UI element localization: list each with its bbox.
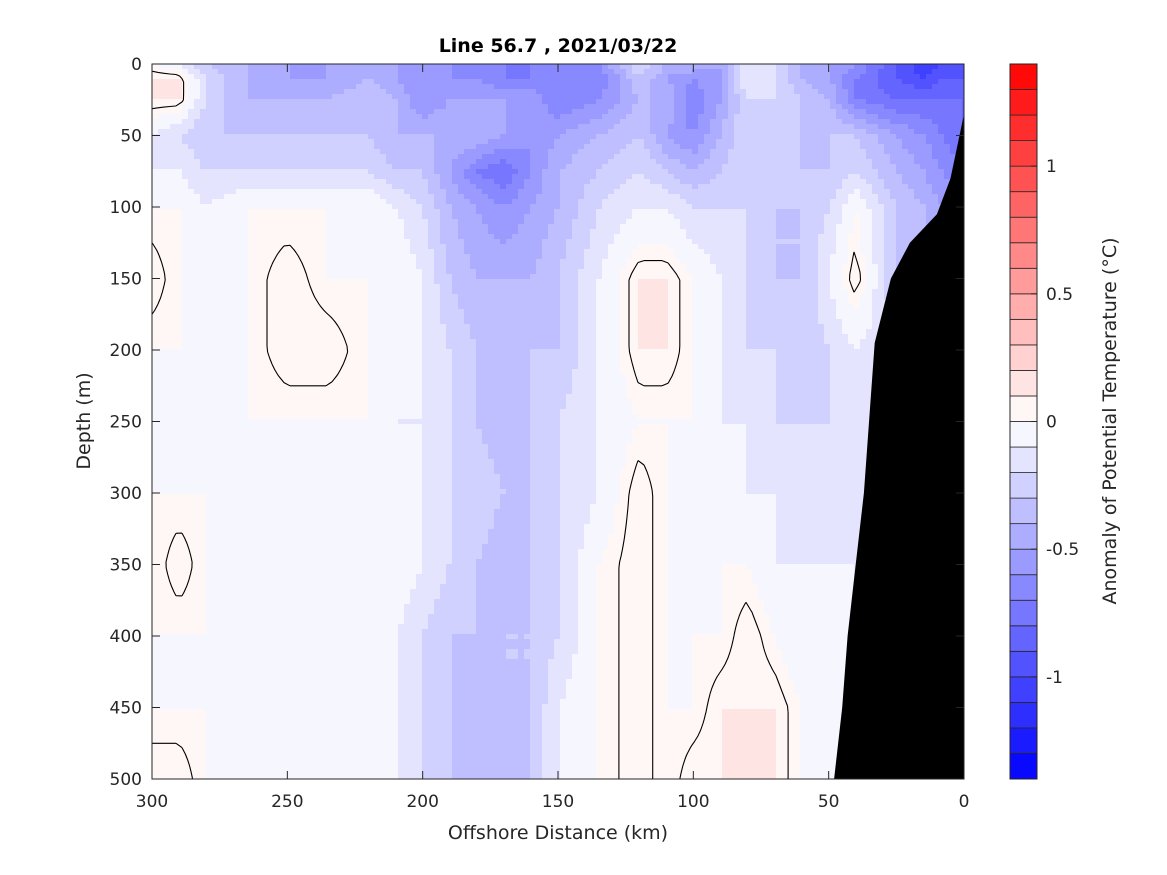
y-tick-label: 400 xyxy=(110,627,142,647)
colorbar-swatch xyxy=(1009,395,1038,422)
colorbar-swatch xyxy=(1009,727,1038,754)
colorbar-swatch xyxy=(1009,242,1038,269)
colorbar-swatch xyxy=(1009,191,1038,218)
x-axis: 300 250 200 150 100 50 0 xyxy=(136,64,970,812)
x-tick-label: 200 xyxy=(406,792,438,812)
colorbar-swatch xyxy=(1009,650,1038,678)
zero-contours xyxy=(152,70,862,779)
colorbar-swatch xyxy=(1009,140,1038,167)
x-tick-label: 100 xyxy=(677,792,709,812)
colorbar-swatch xyxy=(1009,344,1038,371)
colorbar-swatch xyxy=(1009,165,1038,193)
colorbar-tick-label: 0 xyxy=(1046,413,1057,433)
y-tick-label: 500 xyxy=(110,770,142,790)
colorbar-swatch xyxy=(1009,318,1038,346)
y-tick-label: 300 xyxy=(110,484,142,504)
zero-contour-line xyxy=(152,70,862,779)
y-tick-label: 250 xyxy=(110,413,142,433)
x-tick-label: 50 xyxy=(818,792,840,812)
y-tick-label: 50 xyxy=(120,127,142,147)
colorbar-swatch xyxy=(1009,216,1038,244)
colorbar-swatch xyxy=(1009,421,1038,448)
colorbar-swatch xyxy=(1009,701,1038,729)
colorbar-swatch xyxy=(1009,599,1038,627)
chart-title: Line 56.7 , 2021/03/22 xyxy=(439,35,678,57)
x-tick-label: 250 xyxy=(271,792,303,812)
y-tick-label: 0 xyxy=(131,55,142,75)
anomaly-field xyxy=(152,64,964,779)
x-axis-label: Offshore Distance (km) xyxy=(448,822,668,844)
colorbar-swatch xyxy=(1009,63,1038,90)
colorbar-label: Anomaly of Potential Temperature (°C) xyxy=(1099,238,1121,605)
y-tick-label: 200 xyxy=(110,341,142,361)
colorbar: -1 -0.5 0 0.5 1 xyxy=(1009,63,1079,780)
colorbar-tick-label: 0.5 xyxy=(1046,285,1073,305)
x-tick-label: 0 xyxy=(959,792,970,812)
colorbar-tick-label: 1 xyxy=(1046,157,1057,177)
y-tick-label: 150 xyxy=(110,270,142,290)
bathymetry-mask xyxy=(834,114,964,780)
colorbar-swatch xyxy=(1009,753,1038,780)
colorbar-swatch xyxy=(1009,523,1038,550)
colorbar-swatch xyxy=(1009,548,1038,576)
colorbar-tick-label: -0.5 xyxy=(1046,540,1079,560)
colorbar-swatch xyxy=(1009,89,1038,116)
colorbar-swatch xyxy=(1009,446,1038,473)
x-tick-label: 300 xyxy=(136,792,168,812)
colorbar-swatch xyxy=(1009,625,1038,652)
colorbar-swatch xyxy=(1009,676,1038,703)
colorbar-swatch xyxy=(1009,370,1038,397)
plot-area: 300 250 200 150 100 50 0 050100150200250300350… xyxy=(110,55,970,812)
colorbar-swatches xyxy=(1009,63,1038,780)
y-tick-label: 350 xyxy=(110,556,142,576)
colorbar-swatch xyxy=(1009,574,1038,601)
colorbar-ticks: -1 -0.5 0 0.5 1 xyxy=(1031,157,1079,688)
colorbar-swatch xyxy=(1009,497,1038,525)
y-tick-label: 450 xyxy=(110,699,142,719)
y-axis-label: Depth (m) xyxy=(73,372,95,469)
y-axis: 0 50 100 150 200 250 300 350 400 450 500 xyxy=(110,55,964,790)
x-tick-label: 150 xyxy=(542,792,574,812)
colorbar-swatch xyxy=(1009,114,1038,142)
colorbar-tick-label: -1 xyxy=(1046,668,1063,688)
colorbar-swatch xyxy=(1009,472,1038,499)
y-tick-label: 100 xyxy=(110,198,142,218)
colorbar-swatch xyxy=(1009,293,1038,320)
colorbar-swatch xyxy=(1009,267,1038,295)
